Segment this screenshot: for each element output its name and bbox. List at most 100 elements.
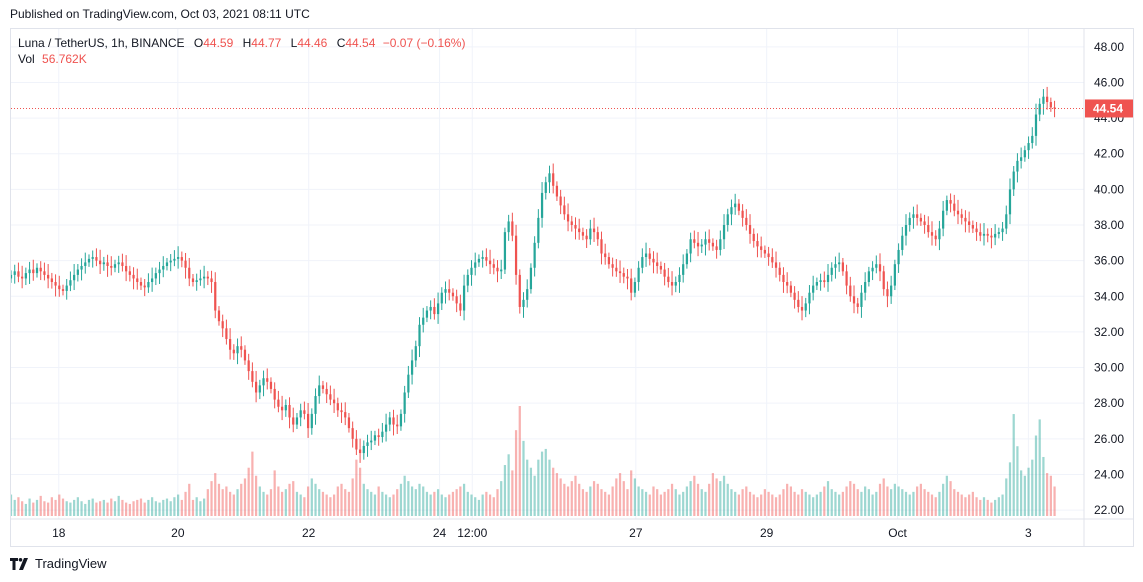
- volume-bar: [1031, 459, 1034, 516]
- candle-body: [715, 246, 718, 250]
- volume-bar: [708, 483, 711, 516]
- volume-bar: [559, 478, 562, 516]
- candle-body: [422, 317, 425, 325]
- candle-body: [990, 235, 993, 238]
- candle-body: [934, 235, 937, 240]
- footer-brand[interactable]: TradingView: [10, 556, 107, 571]
- candle-body: [748, 225, 752, 234]
- candle-body: [656, 262, 659, 266]
- volume-bar: [604, 491, 607, 516]
- volume-bar: [990, 502, 993, 516]
- candle-body: [221, 321, 224, 329]
- candle-body: [771, 257, 774, 263]
- volume-bar: [696, 483, 700, 516]
- volume-bar: [414, 489, 417, 516]
- candle-body: [1034, 114, 1038, 136]
- candle-body: [202, 276, 206, 279]
- candle-body: [243, 349, 247, 361]
- chart-frame[interactable]: 48.00 46.00 44.00 42.00 40.00 38.00 36.00 34.00…: [10, 28, 1134, 547]
- candle-body: [711, 242, 715, 247]
- candle-body: [84, 262, 87, 266]
- candle-body: [1023, 150, 1026, 158]
- volume-bar: [960, 494, 963, 516]
- volume-bar: [648, 494, 651, 516]
- candle-body: [177, 257, 180, 259]
- candle-body: [43, 271, 46, 275]
- symbol-label[interactable]: Luna / TetherUS, 1h, BINANCE: [18, 36, 185, 50]
- candle-body: [169, 260, 172, 263]
- candle-body: [284, 404, 287, 411]
- candle-body: [648, 253, 651, 259]
- volume-bar: [949, 481, 952, 516]
- candlestick-chart[interactable]: 48.0046.0044.0042.0040.0038.0036.0034.00…: [11, 29, 1133, 546]
- candle-body: [477, 258, 481, 263]
- candle-body: [552, 173, 555, 186]
- volume-bar: [344, 489, 347, 516]
- candle-body: [106, 262, 109, 266]
- candle-body: [396, 424, 399, 427]
- volume-bar: [358, 467, 362, 516]
- volume-bar: [774, 497, 778, 516]
- volume-bar: [719, 481, 722, 516]
- x-axis-tick-label: 20: [171, 526, 185, 540]
- volume-bar: [110, 498, 113, 516]
- candle-body: [767, 253, 770, 258]
- volume-bar: [722, 475, 726, 516]
- volume-bar: [84, 503, 87, 516]
- volume-bar: [332, 494, 336, 516]
- volume-bar: [945, 475, 948, 516]
- candle-body: [529, 267, 533, 290]
- candle-body: [21, 276, 24, 279]
- volume-bar: [236, 489, 239, 516]
- candle-body: [578, 228, 581, 233]
- volume-bar: [611, 486, 614, 516]
- candle-body: [845, 271, 848, 286]
- candle-body: [696, 242, 700, 247]
- volume-bar: [574, 475, 577, 516]
- candle-body: [280, 406, 284, 411]
- volume-bar: [139, 498, 143, 516]
- volume-bar: [13, 499, 16, 516]
- candle-body: [143, 285, 146, 288]
- volume-bar: [540, 451, 544, 516]
- candle-body: [1038, 103, 1041, 115]
- candle-body: [630, 278, 633, 293]
- volume-bar: [849, 481, 852, 516]
- candle-body: [303, 410, 306, 414]
- volume-bar: [95, 502, 98, 516]
- volume-bar: [626, 489, 629, 516]
- candle-body: [901, 235, 904, 250]
- candle-body: [254, 381, 258, 393]
- candle-body: [912, 214, 915, 218]
- volume-bar: [221, 489, 224, 516]
- candle-body: [17, 271, 20, 277]
- volume-bar: [659, 494, 663, 516]
- candle-body: [949, 200, 952, 204]
- volume-bar: [325, 494, 328, 516]
- candle-body: [158, 269, 161, 274]
- candle-body: [930, 232, 934, 236]
- volume-bar: [678, 494, 681, 516]
- volume-bar: [1016, 446, 1019, 516]
- volume-bar: [711, 473, 715, 516]
- volume-bar: [180, 499, 183, 516]
- volume-bar: [555, 473, 559, 516]
- volume-bar: [370, 491, 373, 516]
- candle-body: [269, 381, 273, 389]
- volume-bar: [451, 491, 455, 516]
- x-axis-tick-label: Oct: [888, 526, 907, 540]
- volume-bar: [904, 491, 908, 516]
- volume-bar: [644, 491, 648, 516]
- volume-bar: [436, 489, 440, 516]
- candle-body: [318, 385, 321, 397]
- volume-bar: [492, 497, 495, 516]
- candle-body: [778, 267, 781, 275]
- volume-bar: [592, 481, 596, 516]
- candle-body: [689, 239, 692, 254]
- candle-body: [195, 280, 198, 283]
- candle-body: [808, 292, 811, 304]
- volume-bar: [786, 483, 789, 516]
- volume-bar: [756, 497, 759, 516]
- volume-bar: [258, 486, 261, 516]
- candle-body: [80, 265, 83, 270]
